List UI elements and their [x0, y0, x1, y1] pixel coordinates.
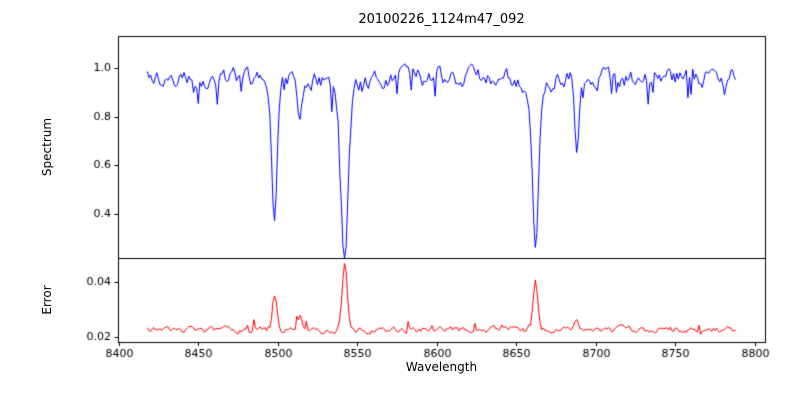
chart-title: 20100226_1124m47_092: [358, 12, 525, 27]
error-y-axis-label: Error: [40, 285, 54, 315]
spectrum-y-axis-label: Spectrum: [40, 117, 54, 177]
x-axis-label: Wavelength: [405, 360, 478, 374]
